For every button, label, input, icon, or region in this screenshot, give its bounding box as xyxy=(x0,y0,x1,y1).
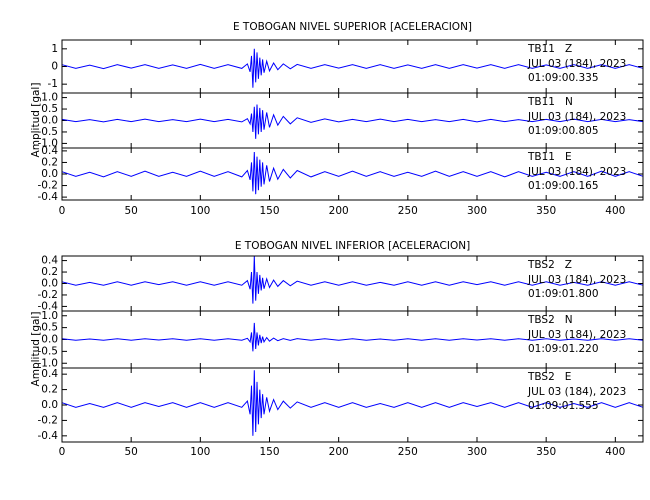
trace-annotation: 01:09:00.805 xyxy=(528,125,599,137)
x-tick-label: 100 xyxy=(190,205,210,217)
y-tick-label: 0.2 xyxy=(41,266,58,278)
trace-name: TB11 Z xyxy=(527,43,572,55)
y-tick-label: -0.2 xyxy=(38,289,59,301)
y-axis-label: Amplitud [gal] xyxy=(30,312,42,387)
trace-name: TBS2 Z xyxy=(527,259,572,271)
y-tick-label: 0.0 xyxy=(41,168,58,180)
y-tick-label: -1.0 xyxy=(38,357,59,369)
x-tick-label: 50 xyxy=(124,205,137,217)
x-tick-label: 350 xyxy=(536,205,556,217)
x-tick-label: 250 xyxy=(398,446,418,458)
y-tick-label: 1.0 xyxy=(41,310,58,322)
y-tick-label: -0.2 xyxy=(38,414,59,426)
y-tick-label: -0.4 xyxy=(38,191,59,203)
trace-annotation: 01:09:00.335 xyxy=(528,72,599,84)
y-tick-label: 0 xyxy=(51,61,58,73)
chart-title: E TOBOGAN NIVEL SUPERIOR [ACELERACION] xyxy=(233,21,472,33)
y-tick-label: 0.0 xyxy=(41,334,58,346)
waveform xyxy=(61,370,644,436)
trace-name: TBS2 N xyxy=(527,314,573,326)
x-tick-label: 350 xyxy=(536,446,556,458)
trace-name: TB11 N xyxy=(527,96,573,108)
y-tick-label: -1 xyxy=(48,78,58,90)
x-tick-label: 400 xyxy=(605,446,625,458)
trace-annotation: JUL 03 (184), 2023 xyxy=(527,58,626,70)
y-tick-label: -0.2 xyxy=(38,180,59,192)
x-tick-label: 0 xyxy=(59,446,66,458)
y-tick-label: 0.5 xyxy=(41,322,58,334)
trace-annotation: JUL 03 (184), 2023 xyxy=(527,274,626,286)
y-tick-label: -1.0 xyxy=(38,137,59,149)
trace-annotation: JUL 03 (184), 2023 xyxy=(527,329,626,341)
y-tick-label: 0.4 xyxy=(41,255,58,267)
trace-annotation: 01:09:00.165 xyxy=(528,180,599,192)
x-tick-label: 400 xyxy=(605,205,625,217)
y-tick-label: 0.0 xyxy=(41,278,58,290)
x-tick-label: 300 xyxy=(467,205,487,217)
y-axis-label: Amplitud [gal] xyxy=(30,83,42,158)
y-tick-label: 1 xyxy=(51,43,58,55)
y-tick-label: -0.5 xyxy=(38,345,59,357)
x-tick-label: 50 xyxy=(124,446,137,458)
y-tick-label: 0.5 xyxy=(41,103,58,115)
panel-frame xyxy=(61,367,644,443)
x-tick-label: 150 xyxy=(259,205,279,217)
waveform xyxy=(61,255,644,304)
trace-annotation: 01:09:01.555 xyxy=(528,400,599,412)
y-tick-label: 0.2 xyxy=(41,156,58,168)
trace-annotation: 01:09:01.220 xyxy=(528,343,599,355)
trace-annotation: JUL 03 (184), 2023 xyxy=(527,386,626,398)
trace-annotation: JUL 03 (184), 2023 xyxy=(527,166,626,178)
waveform xyxy=(61,151,644,195)
x-tick-label: 0 xyxy=(59,205,66,217)
y-tick-label: -0.4 xyxy=(38,430,59,442)
trace-annotation: 01:09:01.800 xyxy=(528,288,599,300)
x-tick-label: 300 xyxy=(467,446,487,458)
y-tick-label: -0.5 xyxy=(38,126,59,138)
y-tick-label: 0.0 xyxy=(41,399,58,411)
x-tick-label: 200 xyxy=(329,205,349,217)
waveform xyxy=(61,48,644,88)
trace-annotation: JUL 03 (184), 2023 xyxy=(527,111,626,123)
x-tick-label: 250 xyxy=(398,205,418,217)
y-tick-label: 0.0 xyxy=(41,115,58,127)
waveform xyxy=(61,104,644,139)
trace-name: TBS2 E xyxy=(527,371,571,383)
panel-frame xyxy=(61,147,644,201)
trace-name: TB11 E xyxy=(527,151,572,163)
x-tick-label: 100 xyxy=(190,446,210,458)
y-tick-label: 0.4 xyxy=(41,145,58,157)
x-tick-label: 150 xyxy=(259,446,279,458)
y-tick-label: 0.2 xyxy=(41,384,58,396)
x-tick-label: 200 xyxy=(329,446,349,458)
y-tick-label: 0.4 xyxy=(41,368,58,380)
y-tick-label: 1.0 xyxy=(41,92,58,104)
waveform xyxy=(61,322,644,352)
chart-title: E TOBOGAN NIVEL INFERIOR [ACELERACION] xyxy=(235,240,470,252)
y-tick-label: -0.4 xyxy=(38,300,59,312)
